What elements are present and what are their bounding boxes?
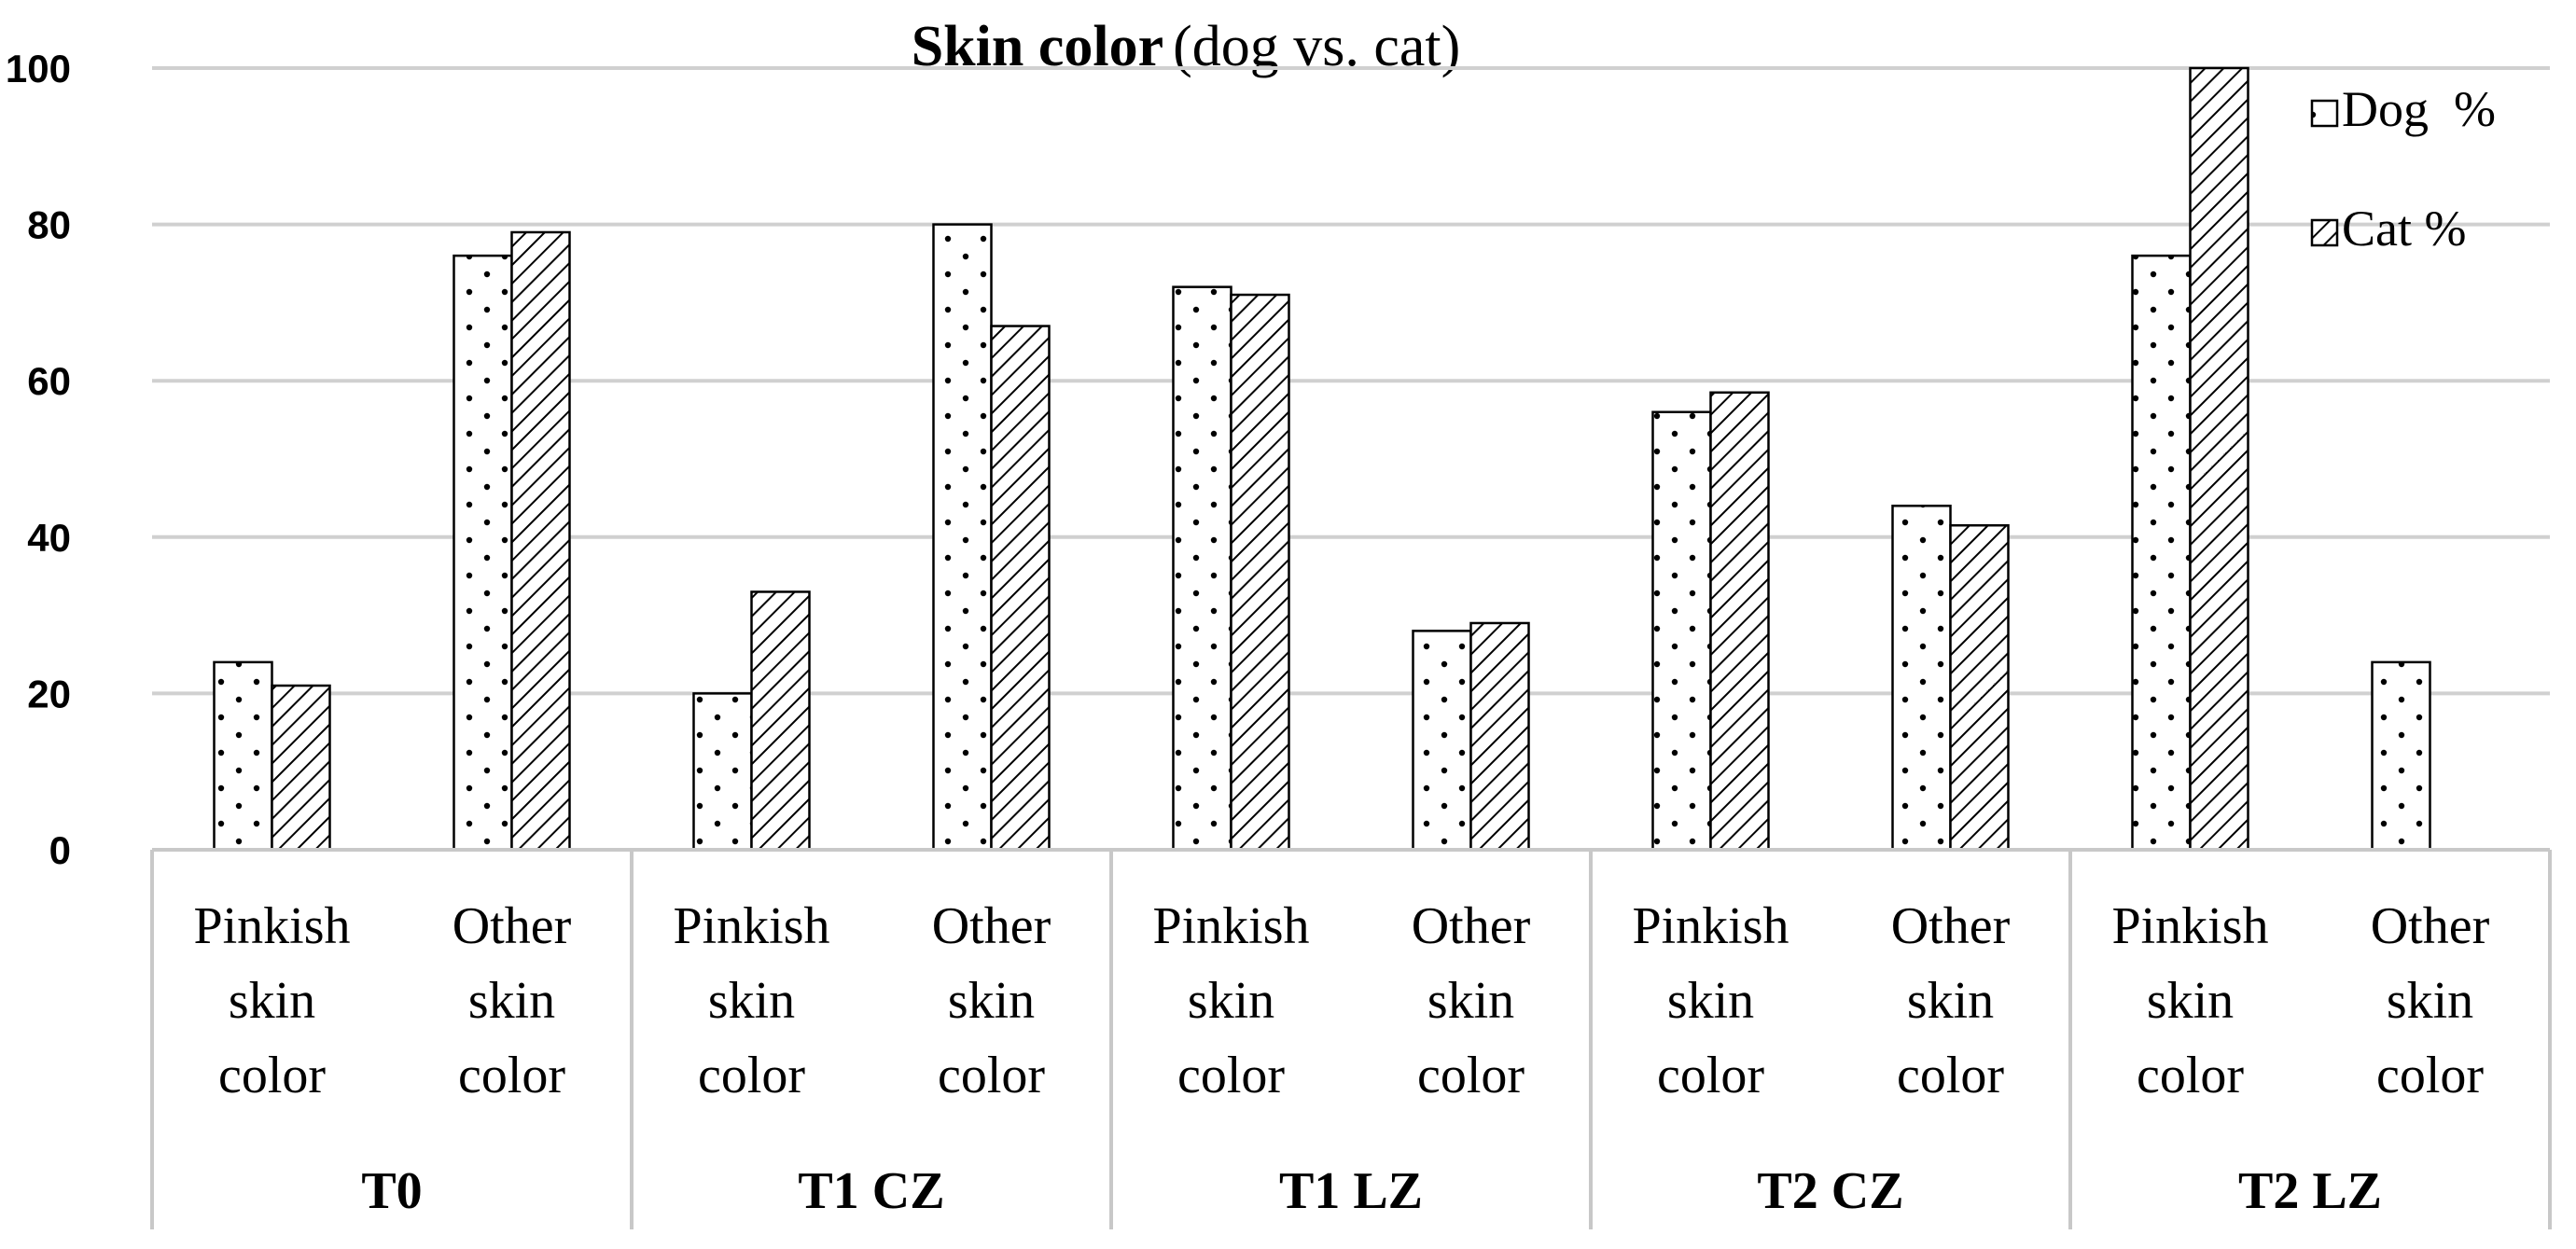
category-label: Other skin color — [453, 897, 572, 1104]
category-label-line: color — [2137, 1047, 2244, 1104]
bar-cat — [2189, 66, 2249, 852]
category-label: Other skin color — [932, 897, 1051, 1104]
category-label-line: Other — [2371, 897, 2490, 955]
category-label-line: Pinkish — [1632, 897, 1789, 955]
category-label: Other skin color — [2371, 897, 2490, 1104]
group-label: T2 LZ — [2238, 1162, 2382, 1220]
category-label-line: Pinkish — [673, 897, 829, 955]
y-tick-label: 0 — [49, 828, 71, 872]
y-tick-label: 20 — [27, 672, 71, 715]
category-label-line: skin — [1667, 972, 1754, 1030]
category-label-line: Pinkish — [193, 897, 350, 955]
bar-cat — [750, 590, 811, 852]
bar-cat — [510, 230, 571, 852]
bar-cat — [1230, 293, 1290, 852]
category-label-line: skin — [948, 972, 1035, 1030]
bar-dog — [692, 692, 753, 852]
category-label-line: skin — [2387, 972, 2473, 1030]
bar-dog — [932, 223, 993, 852]
category-label-line: Other — [1891, 897, 2011, 955]
category-label-line: skin — [468, 972, 555, 1030]
bar-dog — [1412, 630, 1472, 852]
group-label: T1 CZ — [798, 1162, 944, 1220]
legend: Dog % Cat % — [2310, 81, 2496, 257]
bar-dog — [453, 254, 513, 852]
bar-cat — [1949, 523, 2010, 852]
y-axis-tick-labels: 0 20 40 60 80 100 — [6, 47, 71, 872]
bar-cat — [990, 325, 1051, 852]
category-label-line: color — [1417, 1047, 1525, 1104]
category-label-line: color — [218, 1047, 326, 1104]
category-label-line: skin — [1188, 972, 1274, 1030]
category-label: Pinkish skin color — [673, 897, 829, 1104]
category-label: Pinkish skin color — [2111, 897, 2268, 1104]
legend-label: Dog % — [2342, 81, 2496, 137]
y-tick-label: 40 — [27, 516, 71, 560]
bar-dog — [2371, 660, 2431, 852]
category-label-line: color — [2376, 1047, 2484, 1104]
category-label: Pinkish skin color — [193, 897, 350, 1104]
legend-swatch-dog — [2310, 99, 2339, 128]
category-label-line: skin — [1427, 972, 1514, 1030]
bars — [213, 66, 2431, 852]
x-axis: Pinkish skin color Other skin color T0 Pinkish s… — [150, 848, 2552, 1229]
category-label: Other skin color — [1412, 897, 1531, 1104]
y-tick-label: 80 — [27, 203, 71, 247]
legend-swatch-cat — [2310, 218, 2339, 247]
bar-dog — [1651, 410, 1712, 852]
category-label-line: color — [698, 1047, 805, 1104]
category-label-line: skin — [1907, 972, 1994, 1030]
category-label-line: color — [1897, 1047, 2004, 1104]
bar-cat — [1469, 621, 1530, 852]
category-label-line: Other — [453, 897, 572, 955]
category-label-line: color — [1177, 1047, 1285, 1104]
category-label: Pinkish skin color — [1632, 897, 1789, 1104]
category-label-line: color — [938, 1047, 1045, 1104]
group-label: T0 — [361, 1162, 422, 1220]
legend-label: Cat % — [2342, 201, 2466, 257]
bar-cat — [271, 684, 331, 852]
category-label-line: skin — [2147, 972, 2234, 1030]
category-label: Pinkish skin color — [1152, 897, 1309, 1104]
category-label-line: Pinkish — [2111, 897, 2268, 955]
y-tick-label: 100 — [6, 47, 71, 90]
bar-cat — [1709, 391, 1770, 852]
group-label: T2 CZ — [1757, 1162, 1903, 1220]
category-label-line: Other — [932, 897, 1051, 955]
y-tick-label: 60 — [27, 359, 71, 403]
bar-dog — [1172, 285, 1232, 852]
bar-dog — [213, 660, 273, 852]
group-label: T1 LZ — [1279, 1162, 1423, 1220]
category-label-line: color — [1657, 1047, 1764, 1104]
category-label: Other skin color — [1891, 897, 2011, 1104]
category-label-line: Pinkish — [1152, 897, 1309, 955]
category-label-line: skin — [708, 972, 795, 1030]
category-label-line: color — [458, 1047, 565, 1104]
bar-dog — [2131, 254, 2192, 852]
bar-dog — [1891, 505, 1952, 852]
category-label-line: skin — [229, 972, 315, 1030]
category-label-line: Other — [1412, 897, 1531, 955]
